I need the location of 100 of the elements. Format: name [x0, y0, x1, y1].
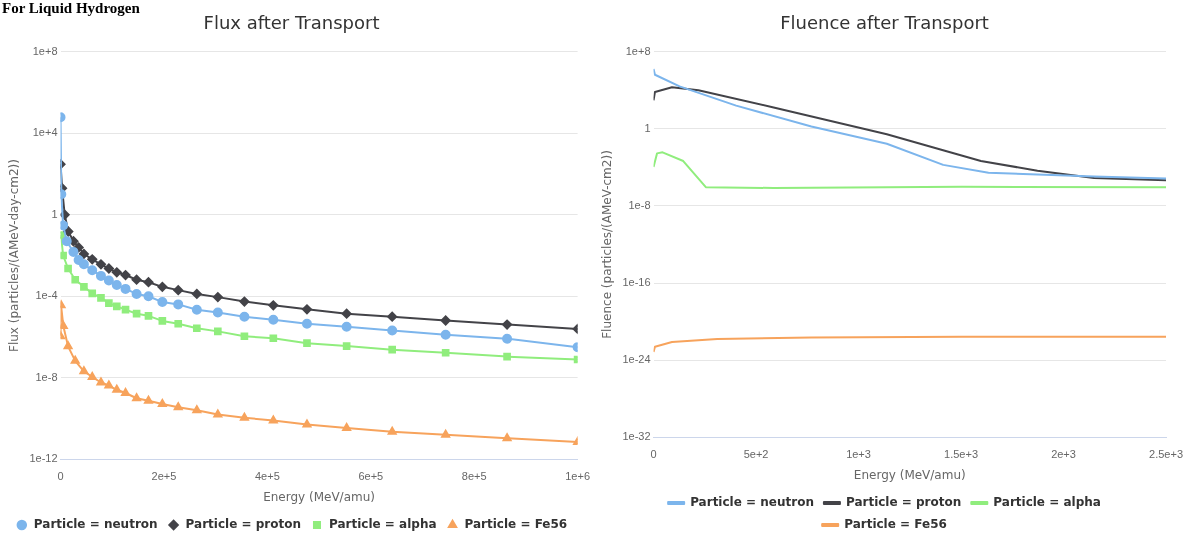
x-tick-label: 0: [650, 448, 657, 461]
point: [301, 318, 312, 329]
point: [61, 236, 72, 247]
point: [132, 309, 141, 318]
point: [112, 302, 121, 311]
point: [158, 317, 167, 325]
point: [502, 433, 512, 442]
point: [68, 246, 79, 257]
y-tick-label: 1: [51, 207, 58, 220]
point: [112, 384, 122, 393]
point: [502, 333, 513, 344]
y-tick-label: 1e-4: [35, 289, 58, 302]
point: [441, 348, 450, 357]
point: [192, 405, 202, 414]
point: [143, 291, 154, 302]
legend-label: Particle = alpha: [328, 517, 437, 532]
y-axis-title: Fluence (particles/(AMeV-cm2)): [600, 150, 615, 339]
y-tick-label: 1e+8: [625, 44, 651, 57]
point: [120, 283, 131, 294]
point: [95, 270, 106, 281]
point: [87, 254, 98, 265]
point: [87, 372, 97, 380]
point: [79, 366, 89, 375]
x-axis-title: Energy (MeV/amu): [263, 489, 375, 504]
x-tick-label: 1.5e+3: [944, 448, 978, 461]
point: [78, 259, 89, 270]
point: [173, 299, 184, 310]
point: [388, 345, 397, 354]
point: [131, 288, 142, 299]
x-tick-label: 8e+5: [461, 470, 487, 483]
x-tick-label: 1e+3: [846, 448, 871, 461]
point: [387, 325, 398, 336]
point: [191, 304, 202, 315]
point: [132, 393, 142, 402]
point: [144, 395, 153, 404]
point: [212, 307, 223, 318]
point: [60, 320, 68, 329]
point: [157, 281, 168, 292]
point: [78, 248, 89, 259]
point: [121, 305, 130, 314]
point: [303, 339, 311, 348]
point: [301, 304, 312, 315]
point: [64, 264, 72, 273]
point: [88, 289, 97, 298]
point: [60, 251, 67, 260]
point: [387, 311, 398, 322]
point: [387, 426, 397, 435]
point: [174, 319, 183, 328]
point: [111, 267, 122, 278]
point: [131, 274, 142, 285]
point: [144, 312, 153, 320]
point: [268, 415, 278, 424]
point: [503, 352, 511, 361]
point: [105, 299, 113, 307]
point: [97, 294, 105, 302]
point: [173, 285, 184, 296]
chart-title: Fluence after Transport: [780, 12, 989, 34]
x-tick-label: 4e+5: [254, 470, 280, 483]
point: [342, 422, 352, 431]
point: [121, 388, 130, 397]
legend-label: Particle = neutron: [690, 495, 814, 510]
legend-label: Particle = Fe56: [464, 517, 568, 532]
legend-label: Particle = alpha: [993, 495, 1101, 510]
y-tick-label: 1e-8: [35, 370, 58, 383]
x-tick-label: 2e+5: [151, 470, 177, 483]
y-tick-label: 1e-8: [628, 198, 651, 211]
x-tick-label: 6e+5: [358, 470, 384, 483]
point: [103, 275, 114, 286]
point: [441, 429, 451, 438]
point: [157, 297, 168, 308]
point: [143, 277, 154, 288]
chart-title: Flux after Transport: [203, 12, 380, 34]
text: For Liquid Hydrogen: [2, 0, 140, 17]
point: [120, 270, 131, 281]
legend-label: Particle = proton: [185, 517, 301, 532]
legend-label: Particle = neutron: [33, 517, 158, 532]
point: [63, 341, 73, 350]
x-tick-label: 1e+6: [565, 470, 590, 483]
point: [212, 292, 223, 303]
point: [502, 319, 513, 330]
point: [239, 296, 250, 307]
point: [302, 419, 312, 428]
x-tick-label: 0: [57, 470, 64, 483]
point: [70, 355, 80, 364]
y-axis-title: Flux (particles/(AMeV-day-cm2)): [7, 159, 22, 352]
point: [87, 265, 98, 276]
point: [268, 314, 279, 325]
legend-label: Particle = proton: [845, 495, 962, 510]
point: [103, 263, 114, 274]
x-tick-label: 5e+2: [743, 448, 769, 461]
point: [80, 283, 88, 291]
point: [191, 288, 202, 299]
point: [213, 409, 223, 418]
point: [111, 279, 122, 290]
point: [268, 300, 279, 311]
point: [104, 380, 114, 389]
point: [239, 412, 249, 421]
y-tick-label: 1e-12: [29, 452, 58, 465]
point: [214, 327, 222, 336]
point: [342, 342, 351, 350]
